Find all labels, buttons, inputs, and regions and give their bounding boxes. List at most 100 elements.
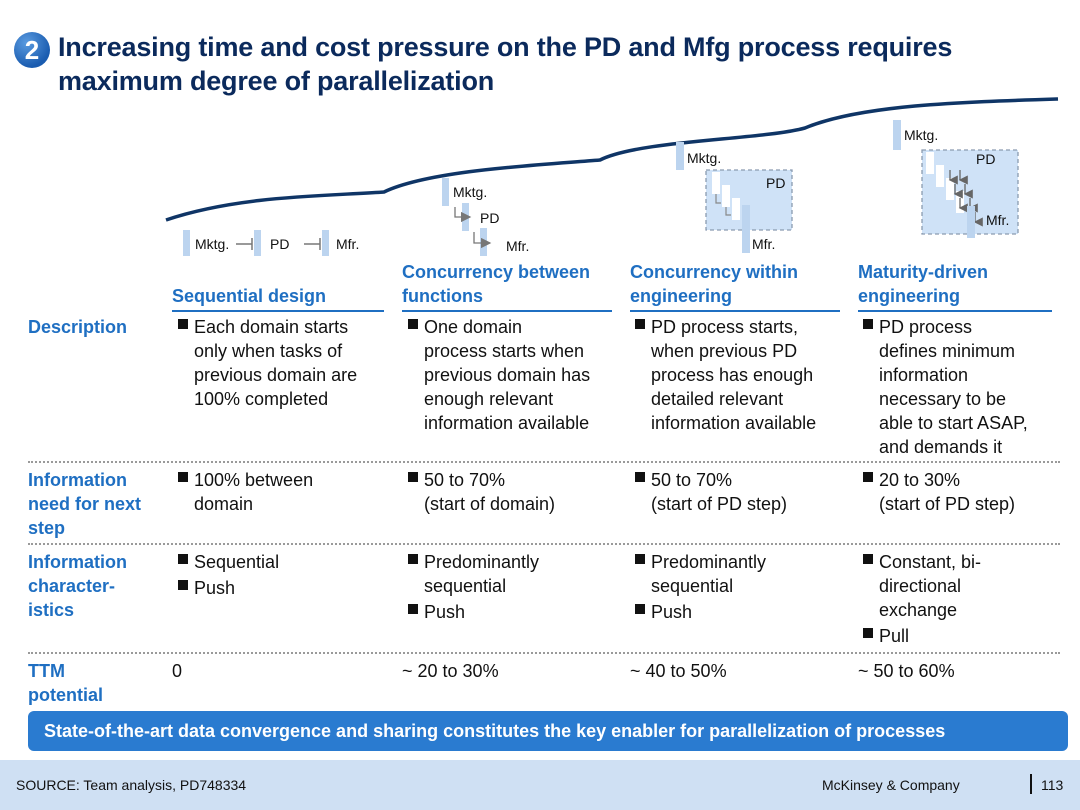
text-line: information available — [424, 413, 590, 433]
col-rule-between — [402, 310, 612, 312]
diagram-maturity: Mktg. PD Mfr. — [893, 120, 1019, 238]
cell-ttm-maturity: ~ 50 to 60% — [858, 661, 955, 681]
text-line: information available — [651, 413, 817, 433]
diag-seq-mfr: Mfr. — [336, 236, 359, 252]
diag-win-mfr: Mfr. — [752, 236, 775, 252]
text-line: 20 to 30% — [879, 470, 961, 490]
text-line: able to start ASAP, — [879, 413, 1028, 433]
cell-ttm-sequential: 0 — [172, 661, 183, 681]
text-line: directional — [879, 576, 962, 596]
cell-description-between: One domain process starts when previous … — [406, 315, 618, 435]
col-heading-maturity-l1: Maturity-driven — [858, 262, 989, 282]
col-rule-within — [630, 310, 840, 312]
diagram-sequential: Mktg. PD Mfr. — [183, 230, 359, 256]
text-line: information — [879, 365, 969, 385]
cell-ttm-within: ~ 40 to 50% — [630, 661, 727, 681]
text-line: Constant, bi- — [879, 552, 982, 572]
cell-description-within: PD process starts, when previous PD proc… — [633, 315, 845, 435]
bullet — [408, 604, 418, 614]
col-heading-between: Concurrency between functions — [402, 260, 590, 308]
text-line: Sequential — [194, 552, 280, 572]
text-line: 100% between — [194, 470, 314, 490]
text-line: PD process starts, — [651, 317, 799, 337]
diag-mat-mfr: Mfr. — [986, 212, 1009, 228]
label-line: istics — [28, 600, 75, 620]
label-line: character- — [28, 576, 116, 596]
bullet — [178, 319, 188, 329]
text-line: previous domain has — [424, 365, 591, 385]
text-line: process has enough — [651, 365, 814, 385]
col-heading-within-l1: Concurrency within — [630, 262, 799, 282]
diag-seq-mktg: Mktg. — [195, 236, 229, 252]
diag-seq-pd: PD — [270, 236, 289, 252]
bullet — [408, 554, 418, 564]
text-line: (start of PD step) — [879, 494, 1016, 514]
label-line: TTM — [28, 661, 65, 681]
bullet — [635, 319, 645, 329]
diagram-within: Mktg. PD Mfr. — [676, 142, 793, 253]
bullet — [178, 472, 188, 482]
source-note: SOURCE: Team analysis, PD748334 — [16, 777, 247, 793]
row-divider — [28, 652, 1060, 654]
diag-btw-mktg: Mktg. — [453, 184, 487, 200]
diag-mat-mktg: Mktg. — [904, 127, 938, 143]
col-heading-within-l2: engineering — [630, 286, 733, 306]
bullet — [863, 554, 873, 564]
bullet — [408, 319, 418, 329]
text-line: Push — [424, 602, 466, 622]
text-line: (start of PD step) — [651, 494, 788, 514]
label-line: step — [28, 518, 66, 538]
cell-info-char-between: Predominantly sequential Push — [406, 550, 618, 624]
text-line: PD process — [879, 317, 973, 337]
text-line: One domain — [424, 317, 523, 337]
text-line: exchange — [879, 600, 958, 620]
col-heading-between-l1: Concurrency between — [402, 262, 591, 282]
text-line: 50 to 70% — [424, 470, 506, 490]
cell-info-need-sequential: 100% between domain — [176, 468, 386, 516]
col-rule-maturity — [858, 310, 1052, 312]
diagram-between: Mktg. PD Mfr. — [442, 178, 529, 256]
col-heading-sequential: Sequential design — [172, 286, 327, 306]
key-message-banner: State-of-the-art data convergence and sh… — [28, 711, 1068, 751]
text-line: Each domain starts — [194, 317, 349, 337]
page-number: 113 — [1041, 777, 1064, 793]
bullet — [863, 472, 873, 482]
maturity-curve — [165, 97, 1059, 222]
cell-info-need-within: 50 to 70% (start of PD step) — [633, 468, 845, 516]
text-line: 50 to 70% — [651, 470, 733, 490]
label-line: potential — [28, 685, 103, 705]
cell-info-char-sequential: Sequential Push — [176, 550, 386, 600]
text-line: sequential — [651, 576, 734, 596]
label-line: Information — [28, 552, 127, 572]
row-divider — [28, 543, 1060, 545]
diag-win-mktg: Mktg. — [687, 150, 721, 166]
text-line: Predominantly — [651, 552, 767, 572]
text-line: enough relevant — [424, 389, 554, 409]
text-line: previous domain are — [194, 365, 358, 385]
text-line: 100% completed — [194, 389, 329, 409]
bullet — [863, 628, 873, 638]
text-line: domain — [194, 494, 254, 514]
process-diagram: Mktg. PD Mfr. Mktg. PD Mfr. Mktg. PD Mfr… — [165, 97, 1059, 256]
row-label-info-need: Information need for next step — [28, 468, 141, 540]
page-title-line1: Increasing time and cost pressure on the… — [58, 32, 953, 62]
label-line: need for next — [28, 494, 142, 514]
cell-description-maturity: PD process defines minimum information n… — [861, 315, 1061, 459]
company-name: McKinsey & Company — [822, 777, 960, 793]
cell-info-char-maturity: Constant, bi- directional exchange Pull — [861, 550, 1061, 648]
row-label-ttm: TTM potential — [28, 659, 103, 707]
text-line: only when tasks of — [194, 341, 343, 361]
text-line: and demands it — [879, 437, 1003, 457]
text-line: when previous PD — [651, 341, 798, 361]
text-line: process starts when — [424, 341, 585, 361]
text-line: (start of domain) — [424, 494, 556, 514]
text-line: necessary to be — [879, 389, 1007, 409]
text-line: Predominantly — [424, 552, 540, 572]
col-heading-maturity-l2: engineering — [858, 286, 961, 306]
text-line: Push — [194, 578, 236, 598]
bullet — [408, 472, 418, 482]
cell-info-char-within: Predominantly sequential Push — [633, 550, 845, 624]
row-label-info-char: Information character- istics — [28, 550, 127, 622]
diag-btw-mfr: Mfr. — [506, 238, 529, 254]
bullet — [635, 554, 645, 564]
